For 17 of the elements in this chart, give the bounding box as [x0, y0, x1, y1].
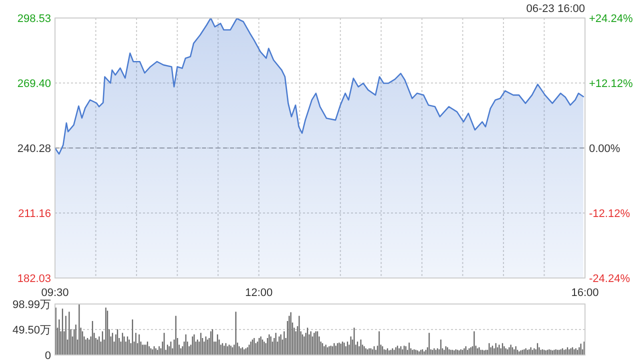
y2-tick-label: 0.00% — [589, 143, 620, 155]
y2-tick-label: +12.12% — [589, 78, 633, 90]
y2-tick-label: -12.12% — [589, 208, 630, 220]
y2-tick-label: -24.24% — [589, 273, 630, 285]
y-tick-label: 240.28 — [17, 143, 51, 155]
y2-tick-label: +24.24% — [589, 13, 633, 25]
text: 06-23 16:00 — [526, 3, 585, 15]
y-tick-label: 269.40 — [17, 78, 51, 90]
y-tick-label: 49.50万 — [12, 324, 51, 336]
x-tick-label: 09:30 — [41, 287, 69, 299]
y-tick-label: 98.99万 — [12, 299, 51, 311]
y-tick-label: 182.03 — [17, 273, 51, 285]
y-tick-label: 0 — [44, 350, 51, 360]
x-tick-label: 16:00 — [571, 287, 599, 299]
x-tick-label: 12:00 — [245, 287, 273, 299]
y-tick-label: 298.53 — [17, 13, 51, 25]
y-tick-label: 211.16 — [18, 208, 51, 220]
